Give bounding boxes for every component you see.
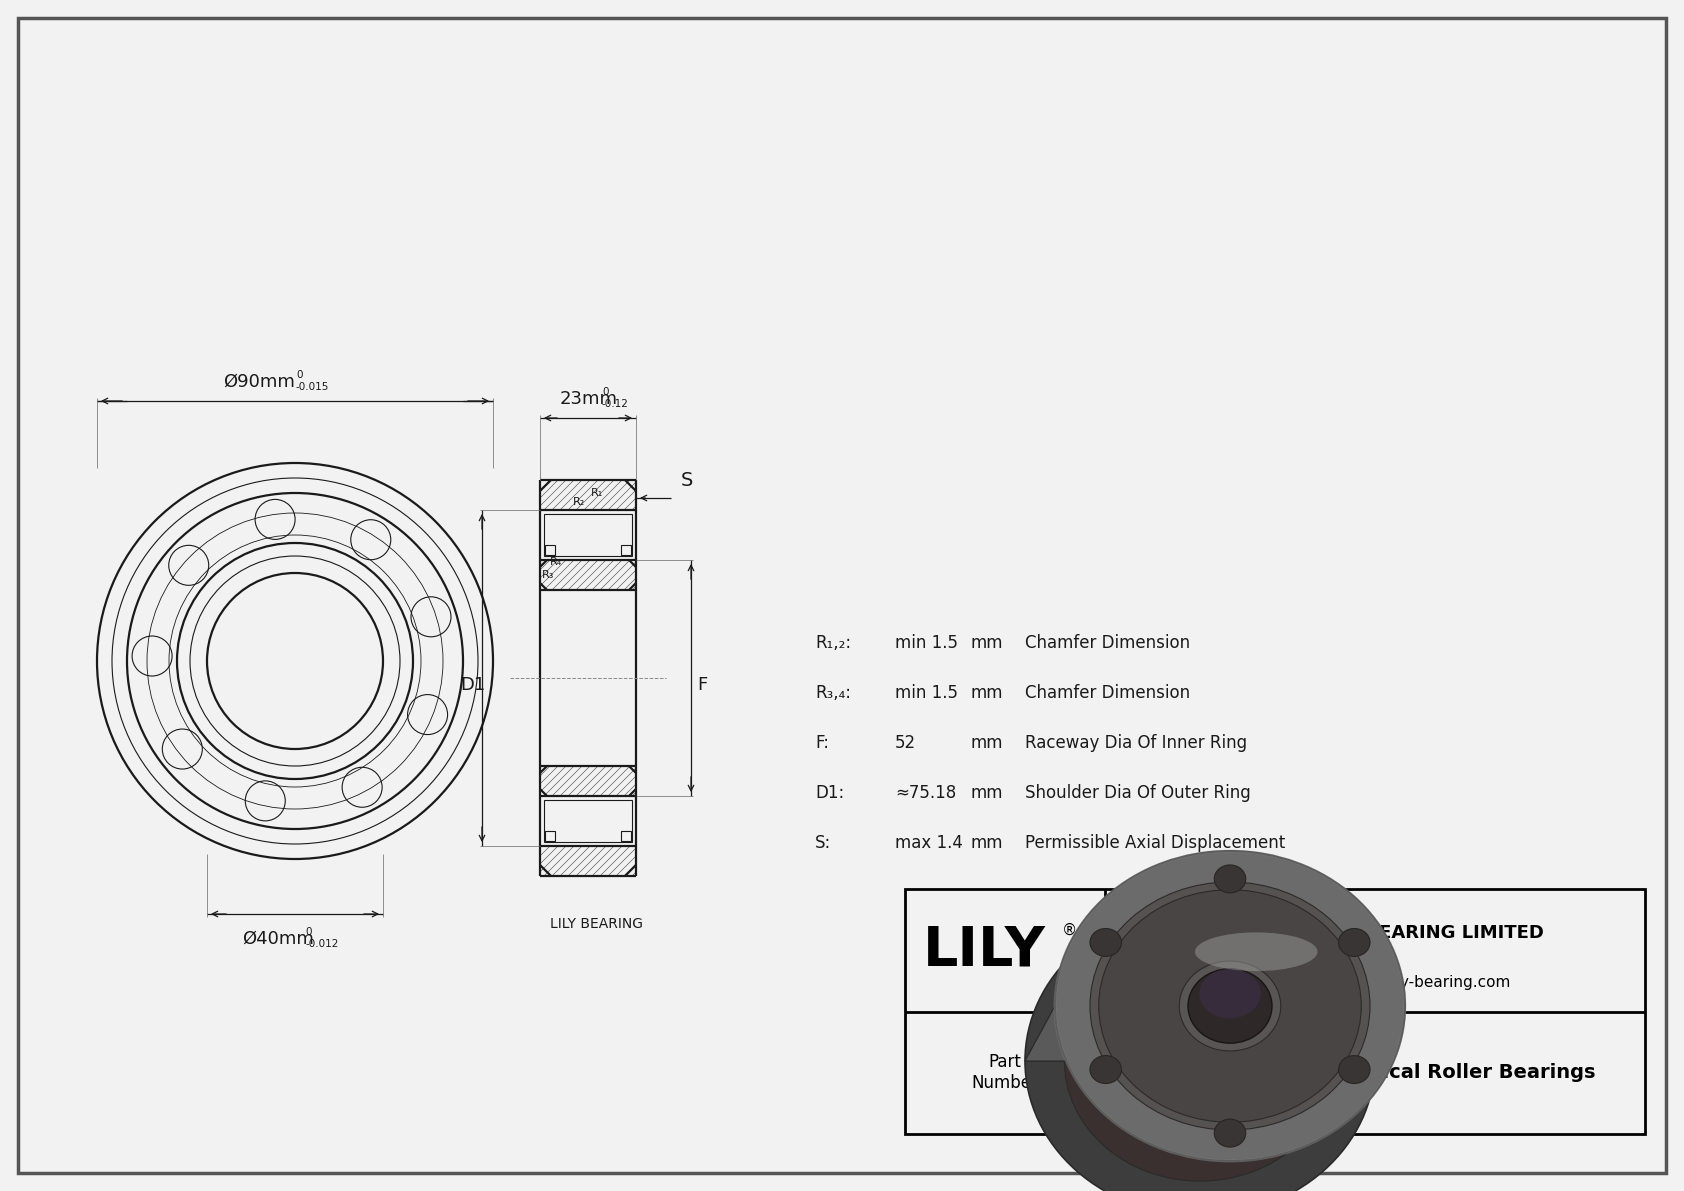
- Text: mm: mm: [970, 784, 1002, 802]
- Text: R₁: R₁: [591, 488, 603, 498]
- Ellipse shape: [1064, 941, 1335, 1181]
- Ellipse shape: [1214, 865, 1246, 893]
- Text: max 1.4: max 1.4: [894, 834, 963, 852]
- Text: -0.12: -0.12: [601, 399, 628, 409]
- Text: SHANGHAI LILY BEARING LIMITED: SHANGHAI LILY BEARING LIMITED: [1206, 924, 1544, 942]
- Ellipse shape: [1098, 890, 1361, 1122]
- Ellipse shape: [1054, 852, 1404, 1161]
- Text: min 1.5: min 1.5: [894, 634, 958, 651]
- Bar: [621, 545, 632, 555]
- Text: Shoulder Dia Of Outer Ring: Shoulder Dia Of Outer Ring: [1026, 784, 1251, 802]
- Bar: [546, 545, 556, 555]
- Bar: [544, 515, 632, 556]
- Text: LILY: LILY: [923, 923, 1046, 978]
- Text: mm: mm: [970, 684, 1002, 701]
- Text: 0: 0: [305, 927, 312, 937]
- Bar: [544, 800, 632, 842]
- Ellipse shape: [1090, 883, 1371, 1130]
- Text: 0: 0: [601, 387, 608, 397]
- Polygon shape: [1120, 1000, 1160, 1061]
- Ellipse shape: [1090, 929, 1122, 956]
- Ellipse shape: [1026, 906, 1376, 1191]
- Text: R₁,₂:: R₁,₂:: [815, 634, 850, 651]
- Text: D1: D1: [460, 676, 485, 694]
- Text: min 1.5: min 1.5: [894, 684, 958, 701]
- Ellipse shape: [1090, 1055, 1122, 1084]
- Text: NU 308 ECPH Cylindrical Roller Bearings: NU 308 ECPH Cylindrical Roller Bearings: [1154, 1064, 1596, 1083]
- Ellipse shape: [1339, 929, 1371, 956]
- Text: -0.015: -0.015: [296, 382, 330, 392]
- Text: Raceway Dia Of Inner Ring: Raceway Dia Of Inner Ring: [1026, 734, 1248, 752]
- Polygon shape: [1026, 1006, 1404, 1061]
- Text: mm: mm: [970, 634, 1002, 651]
- Text: LILY BEARING: LILY BEARING: [551, 917, 643, 931]
- Ellipse shape: [1196, 933, 1317, 971]
- Text: F: F: [697, 676, 707, 694]
- Text: R₃: R₃: [542, 570, 554, 580]
- Polygon shape: [1335, 1006, 1404, 1061]
- Text: Email: lilybearing@lily-bearing.com: Email: lilybearing@lily-bearing.com: [1239, 974, 1511, 990]
- Text: mm: mm: [970, 734, 1002, 752]
- Ellipse shape: [1214, 1120, 1246, 1147]
- Bar: [621, 831, 632, 841]
- Text: R₂: R₂: [573, 497, 586, 507]
- Text: Ø90mm: Ø90mm: [222, 373, 295, 391]
- Text: S: S: [680, 470, 694, 490]
- Ellipse shape: [1179, 961, 1282, 1050]
- Text: ®: ®: [1063, 923, 1078, 937]
- Text: Chamfer Dimension: Chamfer Dimension: [1026, 684, 1191, 701]
- Text: -0.012: -0.012: [305, 939, 338, 949]
- Text: 52: 52: [894, 734, 916, 752]
- Text: Part
Number: Part Number: [972, 1053, 1039, 1092]
- Ellipse shape: [1199, 968, 1261, 1018]
- Text: Ø40mm: Ø40mm: [242, 930, 313, 948]
- Text: R₃,₄:: R₃,₄:: [815, 684, 850, 701]
- Bar: [904, 888, 1645, 1134]
- Polygon shape: [1026, 1006, 1095, 1061]
- Text: 23mm: 23mm: [561, 389, 618, 409]
- Text: Chamfer Dimension: Chamfer Dimension: [1026, 634, 1191, 651]
- Text: R₄: R₄: [551, 557, 562, 567]
- Ellipse shape: [1339, 1055, 1371, 1084]
- Text: S:: S:: [815, 834, 832, 852]
- Bar: [546, 831, 556, 841]
- Text: Permissible Axial Displacement: Permissible Axial Displacement: [1026, 834, 1285, 852]
- Text: D1:: D1:: [815, 784, 844, 802]
- Text: ≈75.18: ≈75.18: [894, 784, 957, 802]
- Text: F:: F:: [815, 734, 829, 752]
- Text: 0: 0: [296, 370, 303, 380]
- Ellipse shape: [1187, 968, 1271, 1043]
- Text: mm: mm: [970, 834, 1002, 852]
